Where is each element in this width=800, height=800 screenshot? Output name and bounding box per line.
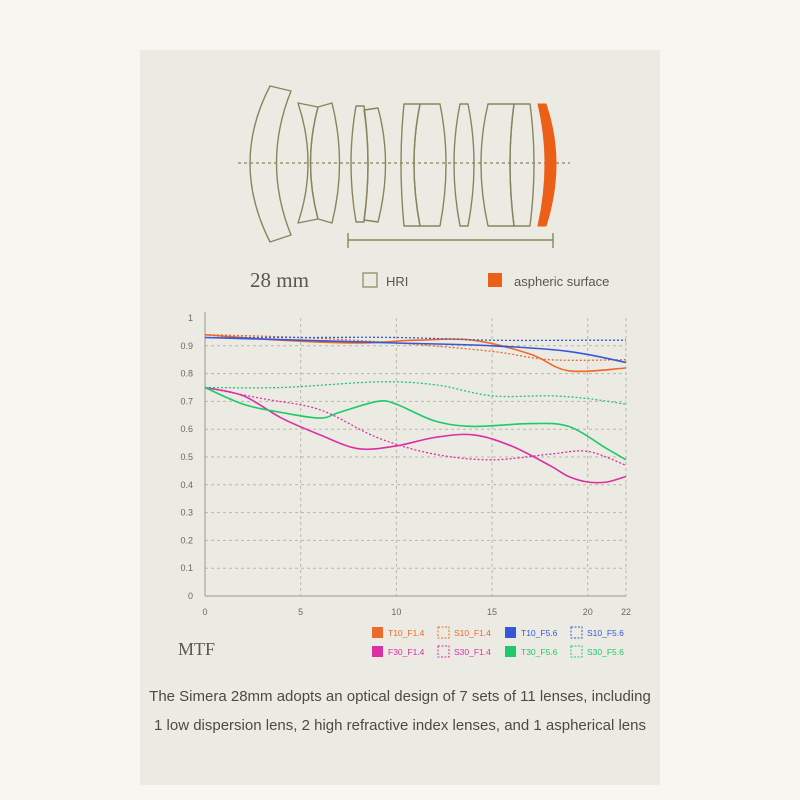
y-tick-label: 0.4 — [180, 480, 193, 490]
legend-label-f30-f1-4: F30_F1.4 — [388, 647, 425, 657]
lens-element — [249, 85, 292, 243]
y-tick-labels: 0 0.1 0.2 0.3 0.4 0.5 0.6 0.7 0.8 0.9 1 — [180, 313, 193, 601]
legend-label-s30-f1-4: S30_F1.4 — [454, 647, 491, 657]
series-line-f30-f1-4 — [204, 386, 627, 484]
lens-element — [509, 103, 535, 227]
legend-label-s30-f5-6: S30_F5.6 — [587, 647, 624, 657]
series-line-t10-f5-6 — [204, 336, 627, 364]
aspheric-swatch — [488, 273, 502, 287]
hri-swatch — [362, 272, 378, 288]
legend-label-t10-f5-6: T10_F5.6 — [521, 628, 558, 638]
x-tick-label: 15 — [487, 607, 497, 617]
series-lines — [204, 333, 627, 484]
x-tick-label: 22 — [621, 607, 631, 617]
legend-swatch-s30-f5-6 — [570, 645, 583, 658]
lens-diagram: 28 mm HRI aspheric surface — [238, 85, 609, 292]
x-tick-label: 5 — [298, 607, 303, 617]
y-tick-label: 0.9 — [180, 341, 193, 351]
chart-grid — [204, 312, 627, 597]
series-line-s30-f5-6 — [204, 381, 627, 405]
legend-swatch-t10-f5-6 — [505, 627, 516, 638]
description-text: The Simera 28mm adopts an optical design… — [149, 688, 651, 734]
x-tick-label: 20 — [583, 607, 593, 617]
series-line-t30-f5-6 — [204, 386, 627, 461]
y-tick-label: 0.7 — [180, 396, 193, 406]
y-tick-label: 0.6 — [180, 424, 193, 434]
series-line-s10-f5-6 — [204, 336, 626, 342]
x-tick-label: 10 — [391, 607, 401, 617]
mtf-chart: 0 0.1 0.2 0.3 0.4 0.5 0.6 0.7 0.8 0.9 1 0 5 10 15 20 22 — [180, 312, 631, 617]
x-tick-label: 0 — [202, 607, 207, 617]
lens-element — [309, 102, 341, 224]
y-tick-label: 0.8 — [180, 369, 193, 379]
chart-legend: T10_F1.4 S10_F1.4 T10_F5.6 S10_F5.6 F30_F1.4… — [372, 626, 624, 658]
mtf-title: MTF — [178, 639, 215, 659]
hri-label: HRI — [386, 274, 408, 289]
y-tick-label: 0 — [188, 591, 193, 601]
aspheric-label: aspheric surface — [514, 274, 609, 289]
y-tick-label: 1 — [188, 313, 193, 323]
y-tick-label: 0.5 — [180, 452, 193, 462]
legend-label-t10-f1-4: T10_F1.4 — [388, 628, 425, 638]
legend-label-s10-f1-4: S10_F1.4 — [454, 628, 491, 638]
aspheric-lens — [537, 103, 557, 227]
series-line-s30-f1-4 — [204, 386, 627, 466]
lens-element — [413, 103, 447, 227]
lens-element — [480, 103, 515, 227]
x-tick-labels: 0 5 10 15 20 22 — [202, 607, 631, 617]
y-tick-label: 0.2 — [180, 535, 193, 545]
legend-swatch-s10-f5-6 — [570, 626, 583, 639]
legend-swatch-s30-f1-4 — [437, 645, 450, 658]
y-tick-label: 0.1 — [180, 563, 193, 573]
lens-element — [453, 103, 475, 227]
legend-label-s10-f5-6: S10_F5.6 — [587, 628, 624, 638]
lens-element — [363, 107, 387, 223]
legend-swatch-f30-f1-4 — [372, 646, 383, 657]
length-bracket — [347, 233, 554, 248]
legend-swatch-t30-f5-6 — [505, 646, 516, 657]
legend-swatch-t10-f1-4 — [372, 627, 383, 638]
legend-label-t30-f5-6: T30_F5.6 — [521, 647, 558, 657]
content-card — [140, 50, 660, 785]
focal-length-label: 28 mm — [250, 268, 309, 292]
y-tick-label: 0.3 — [180, 508, 193, 518]
legend-swatch-s10-f1-4 — [437, 626, 450, 639]
